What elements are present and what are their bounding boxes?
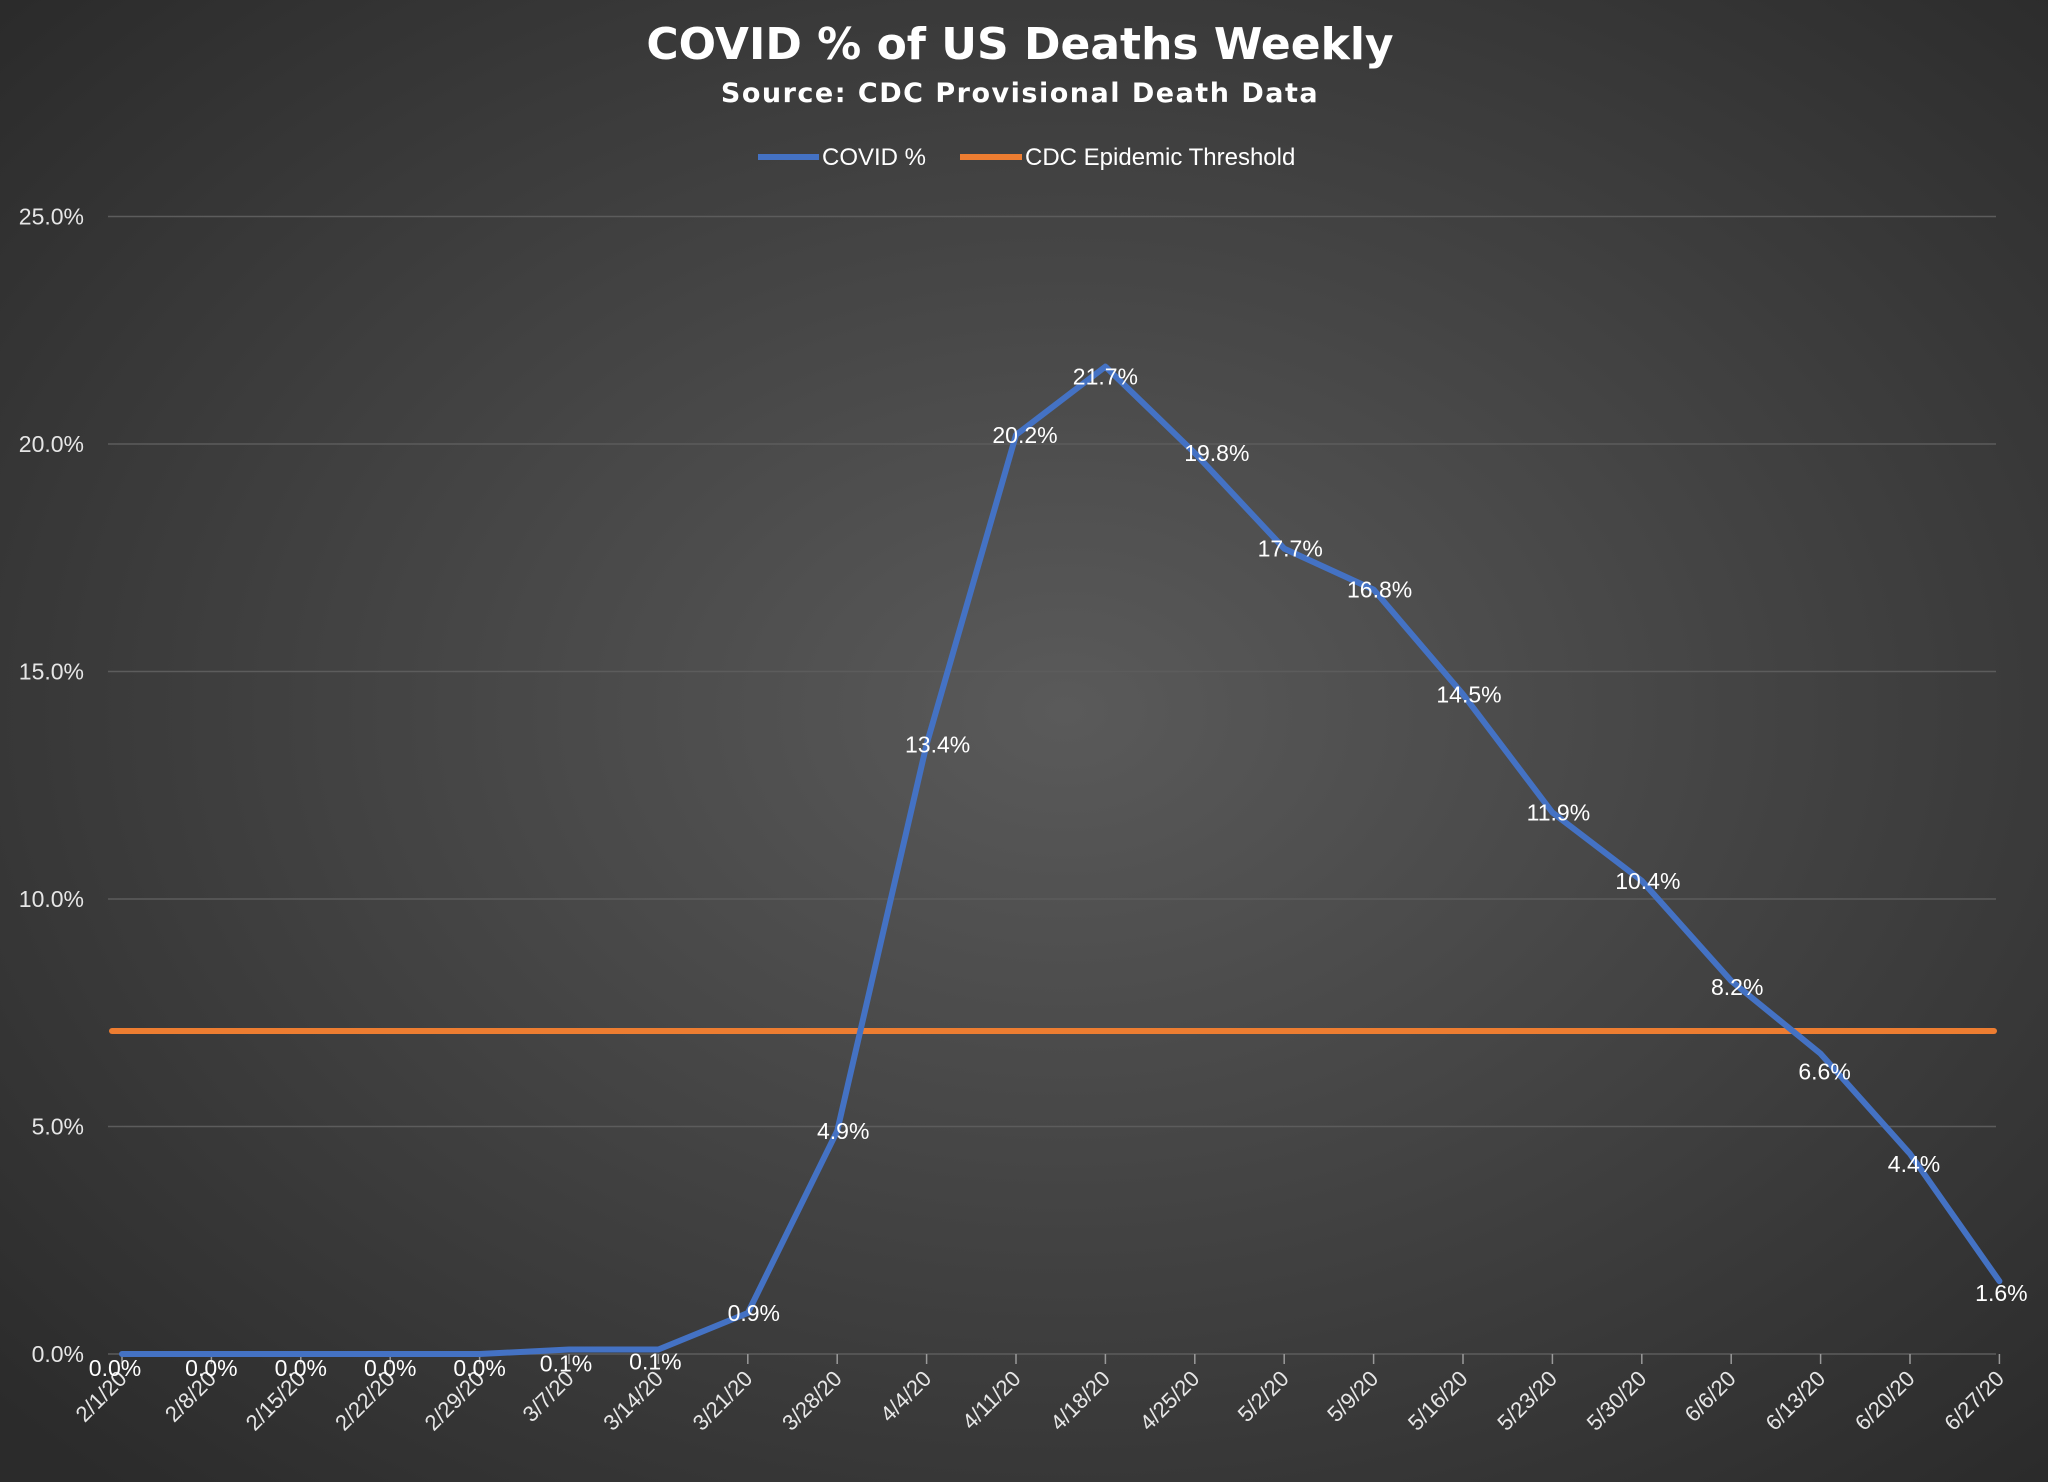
data-label: 6.6%: [1798, 1059, 1850, 1085]
data-label: 10.4%: [1615, 868, 1680, 894]
data-label: 16.8%: [1347, 577, 1412, 603]
data-label: 0.9%: [728, 1300, 780, 1326]
data-label: 21.7%: [1073, 364, 1138, 390]
data-label: 13.4%: [905, 731, 970, 757]
y-tick-label: 0.0%: [32, 1341, 84, 1367]
legend-label-covid: COVID %: [822, 144, 926, 171]
chart-subtitle: Source: CDC Provisional Death Data: [721, 78, 1319, 109]
data-label: 11.9%: [1527, 800, 1591, 826]
data-label: 1.6%: [1975, 1280, 2027, 1306]
legend: COVID % CDC Epidemic Threshold: [758, 144, 1295, 171]
chart-title: COVID % of US Deaths Weekly: [646, 19, 1393, 70]
data-labels: 0.0% 0.0% 0.0% 0.0% 0.0% 0.1% 0.1% 0.9% 4.9% 13.4…: [89, 364, 2028, 1381]
y-axis: 0.0% 5.0% 10.0% 15.0% 20.0% 25.0%: [19, 204, 84, 1368]
data-label: 4.4%: [1888, 1151, 1940, 1177]
data-label: 0.0%: [364, 1355, 416, 1381]
data-label: 0.0%: [185, 1355, 237, 1381]
legend-label-threshold: CDC Epidemic Threshold: [1025, 144, 1295, 171]
y-tick-label: 25.0%: [19, 204, 84, 230]
data-label: 0.0%: [453, 1355, 505, 1381]
y-tick-label: 10.0%: [19, 886, 84, 912]
y-tick-label: 20.0%: [19, 431, 84, 457]
data-label: 0.0%: [89, 1355, 141, 1381]
data-label: 0.1%: [629, 1348, 681, 1374]
data-label: 8.2%: [1711, 974, 1763, 1000]
data-label: 20.2%: [992, 422, 1057, 448]
data-label: 14.5%: [1436, 681, 1501, 707]
data-label: 17.7%: [1258, 536, 1323, 562]
series-line-covid: [119, 363, 2003, 1357]
data-label: 19.8%: [1184, 440, 1249, 466]
y-tick-label: 15.0%: [19, 659, 84, 685]
data-label: 4.9%: [817, 1118, 869, 1144]
y-tick-label: 5.0%: [32, 1114, 84, 1140]
plot-area: [109, 363, 2003, 1357]
data-label: 0.1%: [540, 1350, 592, 1376]
data-label: 0.0%: [275, 1355, 327, 1381]
